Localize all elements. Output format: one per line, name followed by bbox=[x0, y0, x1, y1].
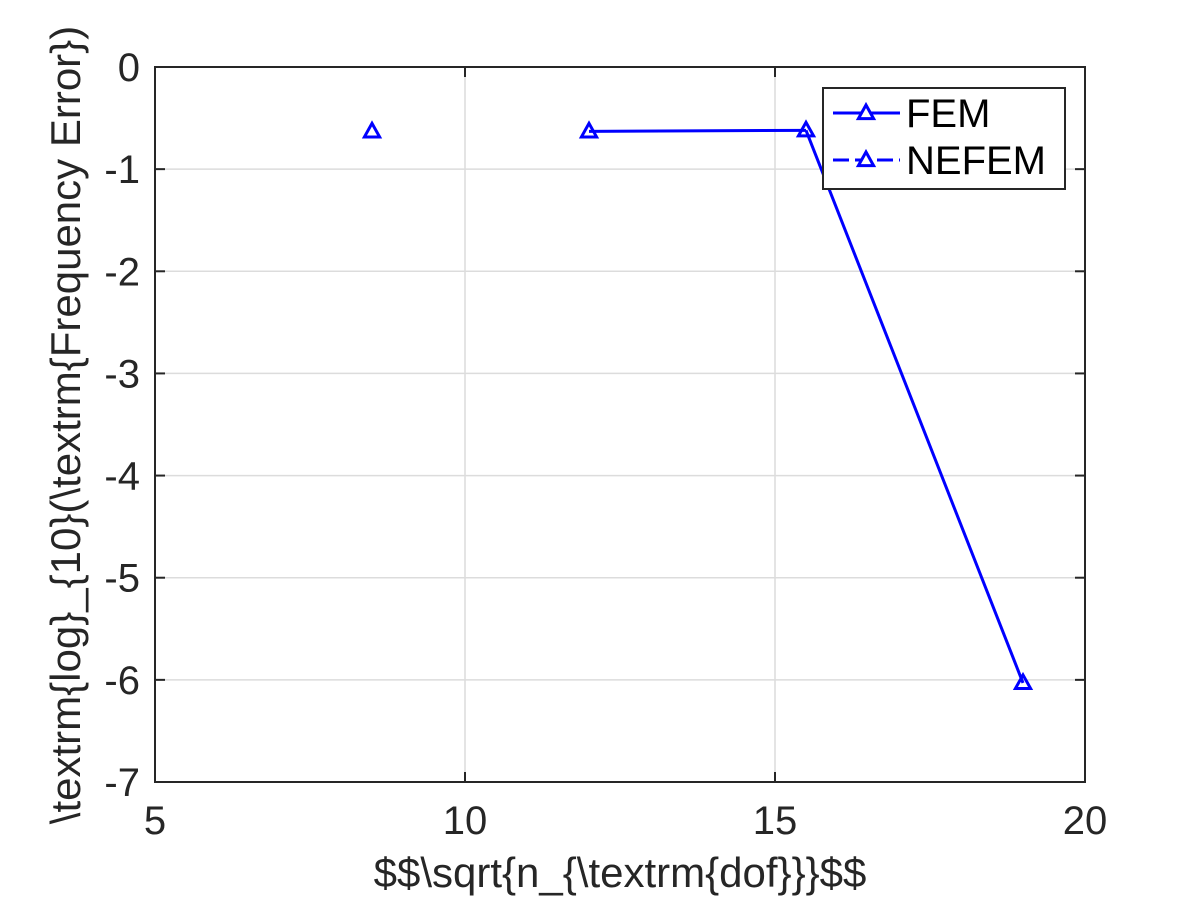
tick-labels: 5 10 15 20 0 -1 -2 -3 -4 -5 -6 -7 bbox=[104, 46, 1107, 843]
x-tick-label: 20 bbox=[1063, 799, 1108, 843]
data-point-marker bbox=[361, 120, 383, 139]
y-tick-label: -5 bbox=[104, 557, 140, 601]
legend-box bbox=[822, 87, 1066, 190]
y-tick-label: -3 bbox=[104, 352, 140, 396]
data-point-marker bbox=[1012, 671, 1034, 691]
x-tick-label: 15 bbox=[753, 799, 798, 843]
legend-label: NEFEM bbox=[906, 139, 1046, 183]
x-tick-label: 10 bbox=[443, 799, 488, 843]
grid-lines bbox=[155, 67, 1085, 782]
legend-marker-icon bbox=[855, 148, 877, 168]
series-line-segment bbox=[588, 128, 807, 133]
y-tick-label: -6 bbox=[104, 659, 140, 703]
y-tick-label: -4 bbox=[104, 455, 140, 499]
data-point-marker bbox=[795, 119, 817, 138]
y-tick-label: 0 bbox=[118, 46, 140, 90]
legend-label: FEM bbox=[906, 92, 990, 136]
x-axis-label: $$\sqrt{n_{\textrm{dof}}}$$ bbox=[374, 849, 867, 896]
axis-ticks bbox=[154, 66, 1086, 783]
data-point-marker bbox=[578, 120, 600, 139]
plot-area bbox=[154, 66, 1086, 783]
series-line-segment bbox=[804, 129, 1025, 684]
y-tick-label: -7 bbox=[104, 761, 140, 805]
y-tick-label: -2 bbox=[104, 250, 140, 294]
legend-marker-icon bbox=[855, 101, 877, 121]
x-tick-label: 5 bbox=[144, 799, 166, 843]
y-axis-label: \textrm{log}_{10}(\textrm{Frequency Erro… bbox=[42, 26, 89, 824]
y-tick-label: -1 bbox=[104, 148, 140, 192]
series-layer bbox=[361, 119, 1034, 691]
